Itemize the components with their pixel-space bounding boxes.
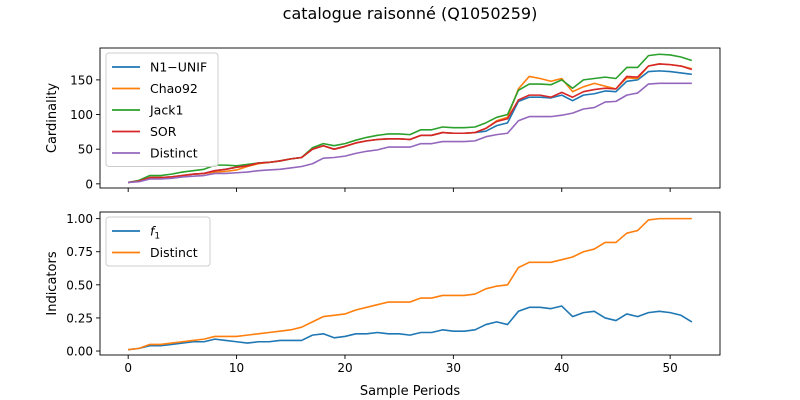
indicators-panel: 0 10 20 30 40 50 0.00 0.25 0.50 0.75 1.00 Indicator… [45,211,721,375]
legend: N1−UNIF Chao92 Jack1 SOR Distinct [105,52,219,167]
y-tick-label: 0.25 [66,311,93,325]
y-tick-label: 0 [85,177,93,191]
legend-box [105,216,211,267]
x-axis-label: Sample Periods [360,384,460,399]
axes-frame [99,47,721,189]
series-line-f [128,305,693,351]
legend-label: SOR [150,124,177,139]
x-tick-label: 10 [229,361,244,375]
y-tick-label: 0.00 [66,345,93,359]
y-axis-label: Cardinality [45,83,60,154]
y-tick-label: 150 [70,73,93,87]
y-tick-label: 1.00 [66,212,93,226]
chart-title: catalogue raisonné (Q1050259) [283,4,538,23]
legend-label: Distinct [150,146,198,161]
y-axis-label: Indicators [45,251,60,315]
x-tick-label: 20 [337,361,352,375]
series-line-distinct [128,217,692,351]
legend-box [105,52,219,167]
legend-label: N1−UNIF [150,60,207,75]
legend: f1 Distinct [105,216,211,267]
y-tick-label: 0.50 [66,278,93,292]
series-line-jack1 [128,53,693,184]
y-tick-label: 100 [70,108,93,122]
y-tick-label: 50 [78,143,93,157]
x-tick-label: 0 [124,361,132,375]
axes-frame [99,211,721,356]
x-tick-label: 50 [662,361,677,375]
legend-label: Jack1 [149,103,183,118]
y-tick-label: 0.75 [66,245,93,259]
legend-label: Chao92 [150,81,198,96]
x-tick-label: 30 [446,361,461,375]
series-line-distinct [128,82,692,184]
series-line-sor [128,63,693,184]
legend-label: Distinct [150,245,198,260]
x-tick-label: 40 [554,361,569,375]
cardinality-panel: 0 50 100 150 Cardinality N1−UNIF Chao92 Jack1 SO… [45,47,721,192]
legend-label: f1 [150,224,160,242]
